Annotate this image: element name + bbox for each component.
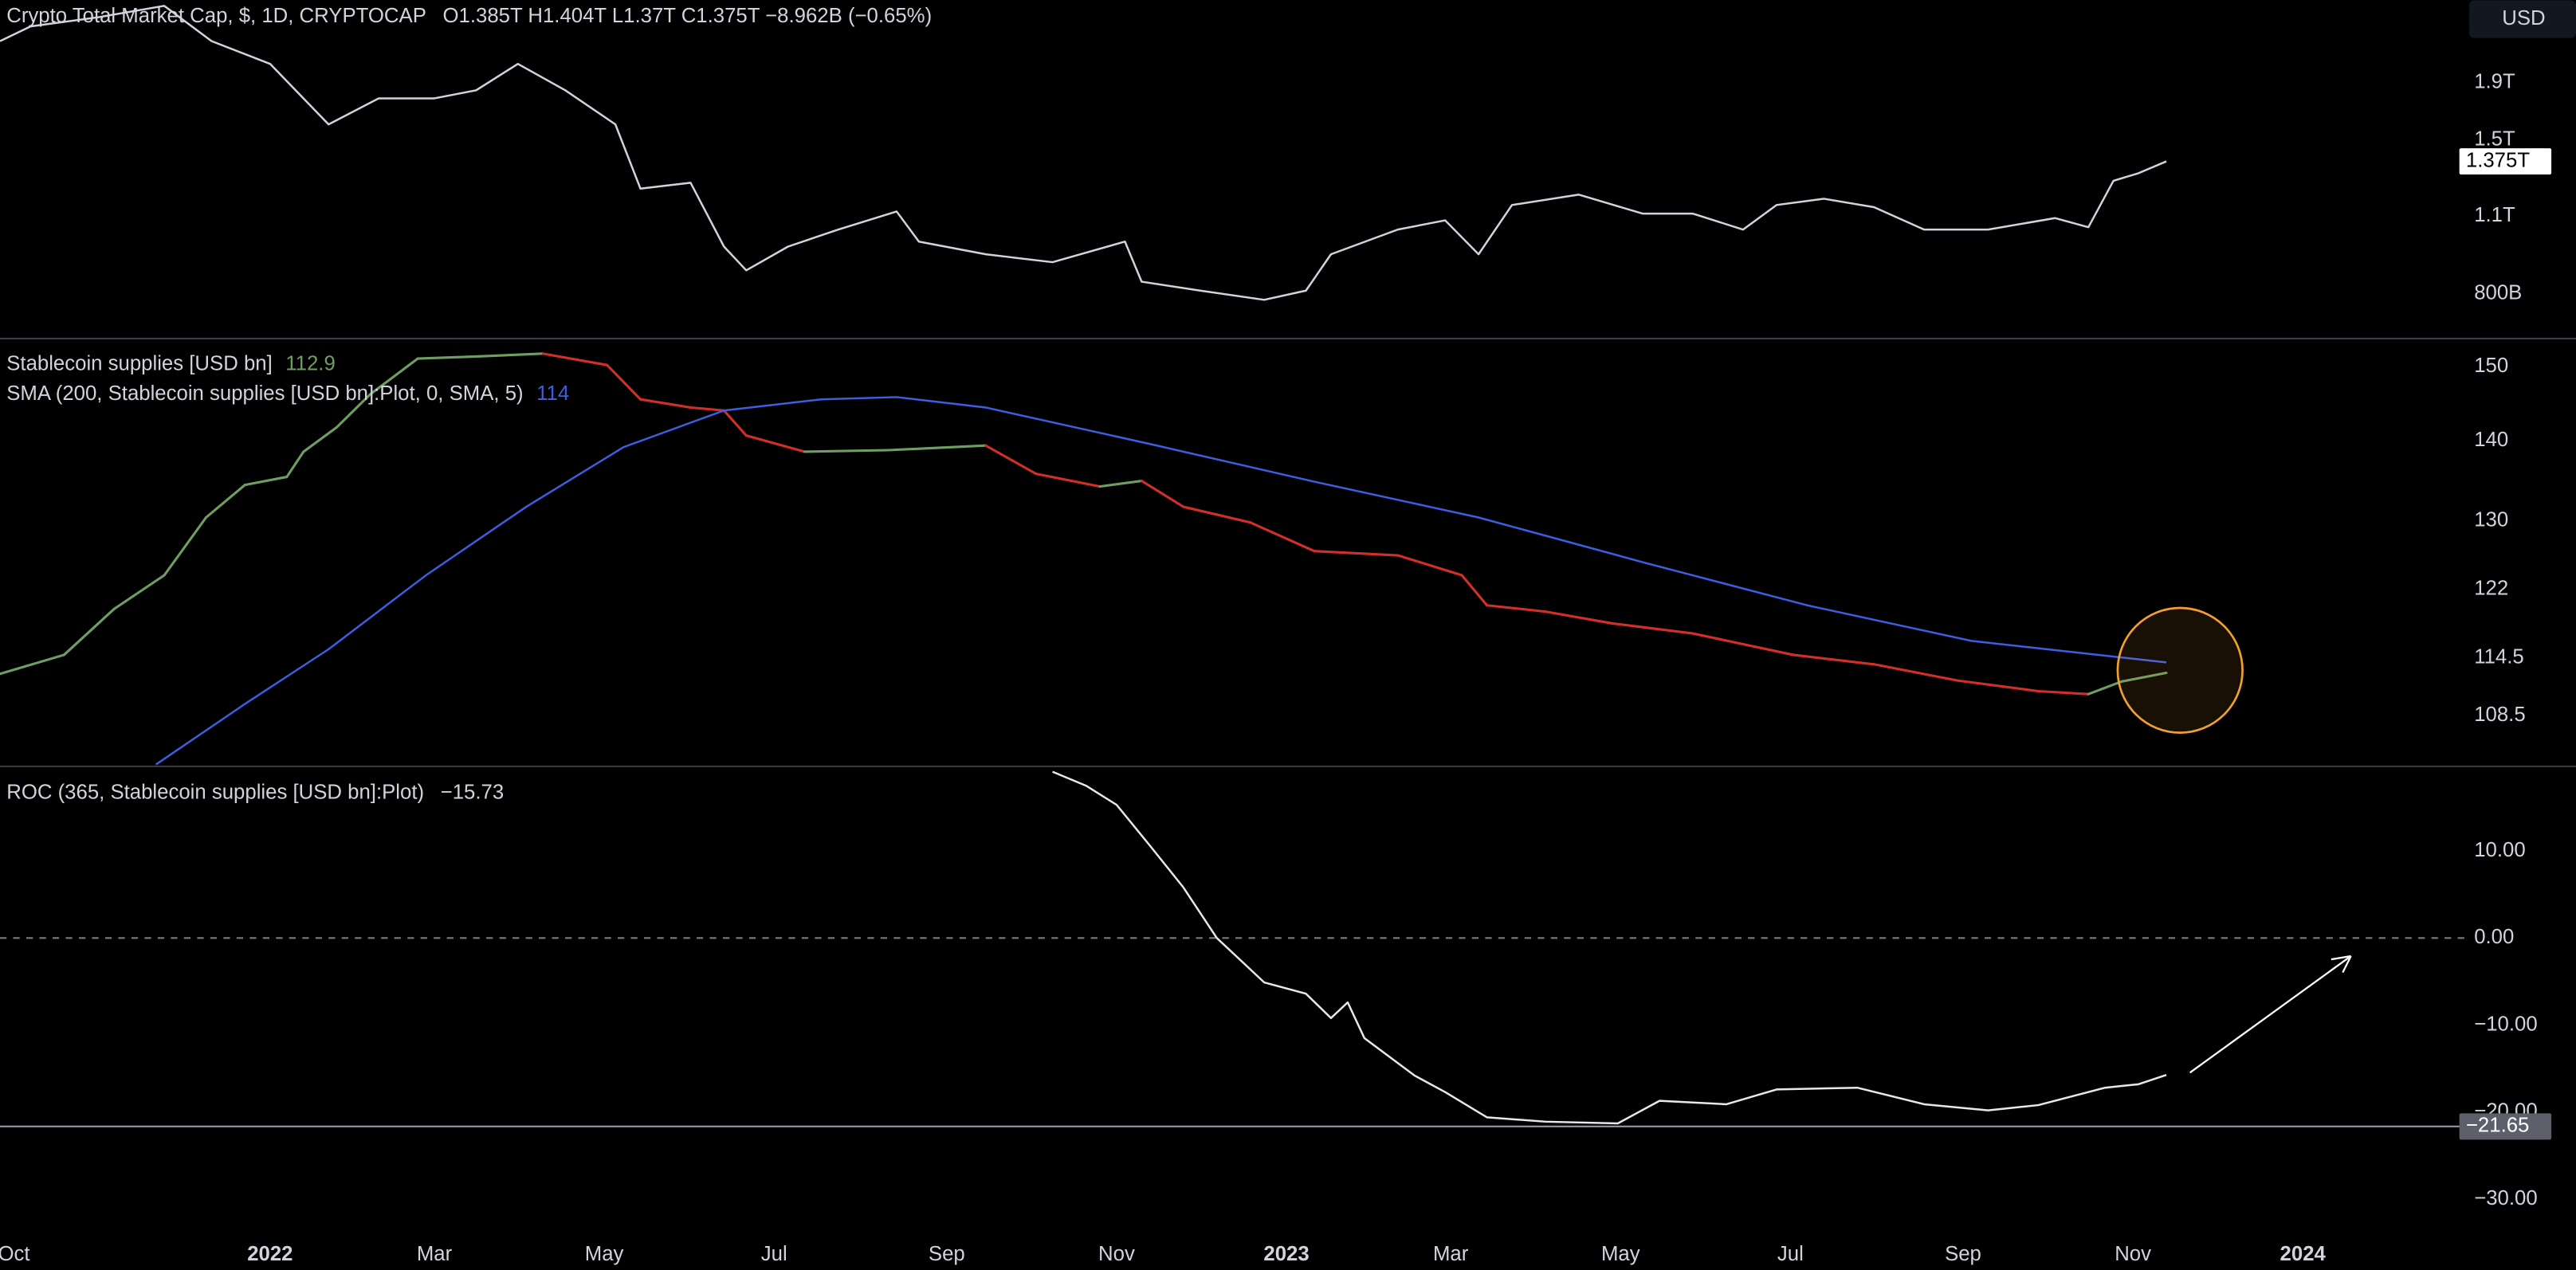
chart-title: Crypto Total Market Cap, $, 1D, CRYPTOCA… <box>6 5 426 27</box>
legend-value: 114 <box>536 382 569 405</box>
y-tick-label: 800B <box>2474 281 2522 304</box>
line-segment <box>163 515 208 577</box>
line <box>155 396 2167 766</box>
line-segment <box>1544 610 1614 625</box>
line-segment <box>1792 653 1875 666</box>
last-value-box <box>2459 148 2552 175</box>
line-segment <box>1249 521 1316 553</box>
legend-label: SMA (200, Stablecoin supplies [USD bn]:P… <box>6 382 523 405</box>
annotation-arrow <box>2189 954 2352 1074</box>
line-segment <box>112 574 166 610</box>
x-tick-label: Sep <box>1945 1243 1981 1265</box>
y-tick-label: 140 <box>2474 429 2508 451</box>
line-segment <box>984 444 1038 476</box>
hline-label-box <box>2459 1113 2552 1140</box>
line-segment <box>886 444 988 452</box>
line <box>1052 770 2167 1125</box>
legend-label: Stablecoin supplies [USD bn] <box>6 353 273 375</box>
line-segment <box>1396 554 1463 577</box>
line <box>0 5 2167 301</box>
line-segment <box>243 476 289 487</box>
line-segment <box>369 357 419 396</box>
line-segment <box>744 434 807 453</box>
line-segment <box>1956 679 2040 693</box>
line-segment <box>606 363 642 401</box>
line-segment <box>2120 671 2168 683</box>
y-tick-label: 1.1T <box>2474 204 2515 226</box>
y-tick-label: 108.5 <box>2474 704 2525 726</box>
y-tick-label: 10.00 <box>2474 839 2525 861</box>
y-tick-label: 1.9T <box>2474 70 2515 92</box>
y-tick-label: 150 <box>2474 355 2508 377</box>
ohlc-values: O1.385T H1.404T L1.37T C1.375T −8.962B (… <box>443 5 933 27</box>
line-segment <box>285 450 305 479</box>
line-segment <box>541 352 609 366</box>
y-tick-label: 130 <box>2474 508 2508 531</box>
line-segment <box>1140 480 1185 508</box>
y-tick-label: 1.5T <box>2474 128 2515 151</box>
line-segment <box>302 425 339 453</box>
x-tick-label: May <box>585 1243 624 1265</box>
x-tick-label: 2023 <box>1263 1243 1309 1265</box>
y-tick-label: 0.00 <box>2474 926 2514 948</box>
legend-value: −15.73 <box>441 782 504 804</box>
line-segment <box>1313 550 1400 557</box>
line-segment <box>2087 680 2123 696</box>
y-tick-label: −10.00 <box>2474 1013 2537 1035</box>
legend-value: 112.9 <box>285 353 336 375</box>
line-segment <box>204 484 246 519</box>
line-segment <box>1691 632 1795 657</box>
y-tick-label: −30.00 <box>2474 1187 2537 1209</box>
x-tick-label: Mar <box>1433 1243 1469 1265</box>
x-tick-label: 2024 <box>2280 1243 2327 1265</box>
line-segment <box>2036 689 2090 696</box>
currency-label[interactable]: USD <box>2502 7 2545 29</box>
x-tick-label: Jul <box>761 1243 787 1265</box>
x-tick-label: Nov <box>1098 1243 1135 1265</box>
line-segment <box>803 449 890 453</box>
x-tick-label: May <box>1601 1243 1640 1265</box>
line-segment <box>0 653 65 676</box>
currency-button[interactable] <box>2469 0 2576 38</box>
line-segment <box>1611 621 1694 635</box>
x-tick-label: Jul <box>1777 1243 1804 1265</box>
line-segment <box>62 607 116 657</box>
hline-label: −21.65 <box>2466 1115 2529 1137</box>
chart-title: ROC (365, Stablecoin supplies [USD bn]:P… <box>6 782 424 804</box>
x-tick-label: Oct <box>0 1243 29 1265</box>
last-value-label: 1.375T <box>2466 149 2530 171</box>
line-segment <box>1460 574 1489 607</box>
x-tick-label: Sep <box>929 1243 965 1265</box>
line-segment <box>474 352 544 358</box>
x-tick-label: 2022 <box>247 1243 293 1265</box>
highlight-circle <box>2116 606 2244 734</box>
line-segment <box>689 406 725 412</box>
line-segment <box>1098 480 1143 488</box>
line-segment <box>1035 472 1101 488</box>
line-segment <box>336 393 372 429</box>
line-segment <box>1182 505 1252 524</box>
y-tick-label: 114.5 <box>2474 645 2524 668</box>
x-tick-label: Nov <box>2115 1243 2151 1265</box>
line-segment <box>722 409 748 437</box>
line-segment <box>1486 604 1547 613</box>
line-segment <box>638 398 692 410</box>
line-segment <box>1872 663 1959 682</box>
y-tick-label: 122 <box>2474 577 2508 599</box>
line-segment <box>416 355 477 360</box>
x-tick-label: Mar <box>417 1243 453 1265</box>
